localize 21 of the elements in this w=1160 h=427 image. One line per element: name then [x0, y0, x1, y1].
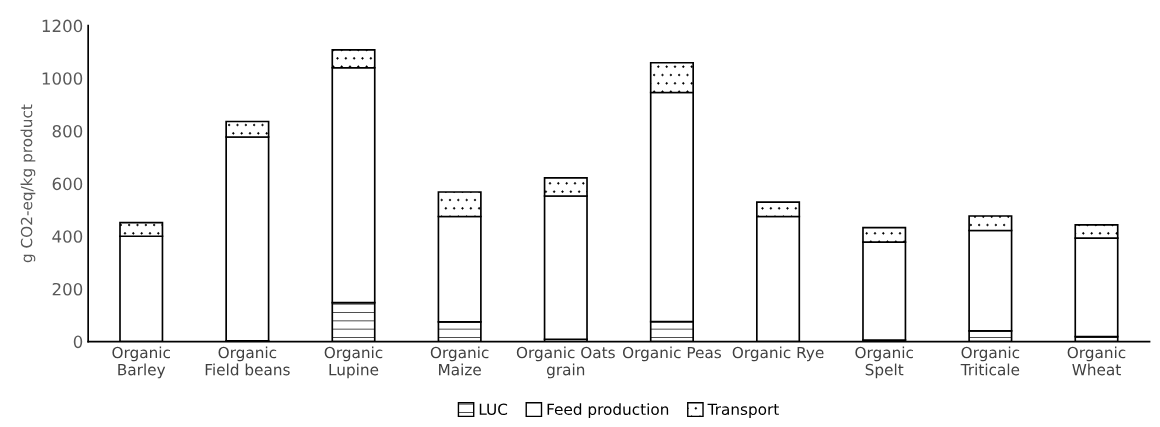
y-axis-title: g CO2-eq/kg product	[20, 104, 36, 263]
x-tick-label: Organic Triticale	[960, 346, 1020, 376]
x-tick-label: Organic Oats grain	[516, 346, 615, 379]
x-tick-label: Organic Field beans	[205, 346, 290, 376]
x-tick-label: Organic Wheat	[1067, 346, 1126, 376]
y-tick-label: 800	[52, 124, 83, 138]
y-tick-label: 400	[52, 230, 83, 243]
y-tick-label: 1200	[42, 19, 83, 33]
y-tick-label: 0	[73, 335, 83, 349]
x-tick-label: Organic Rye	[732, 346, 824, 362]
x-tick-label: Organic Spelt	[855, 346, 913, 379]
legend-label: Feed production	[547, 403, 669, 418]
y-tick-label: 600	[52, 177, 83, 191]
legend-label: Transport	[707, 403, 779, 418]
x-tick-label: Organic Peas	[622, 346, 722, 362]
x-tick-label: Organic Lupine	[324, 346, 383, 379]
y-tick-label: 200	[52, 282, 83, 296]
legend-label: LUC	[479, 403, 508, 416]
x-tick-label: Organic Barley	[112, 346, 170, 379]
y-tick-label: 1000	[42, 72, 83, 85]
x-tick-label: Organic Maize	[430, 346, 489, 376]
